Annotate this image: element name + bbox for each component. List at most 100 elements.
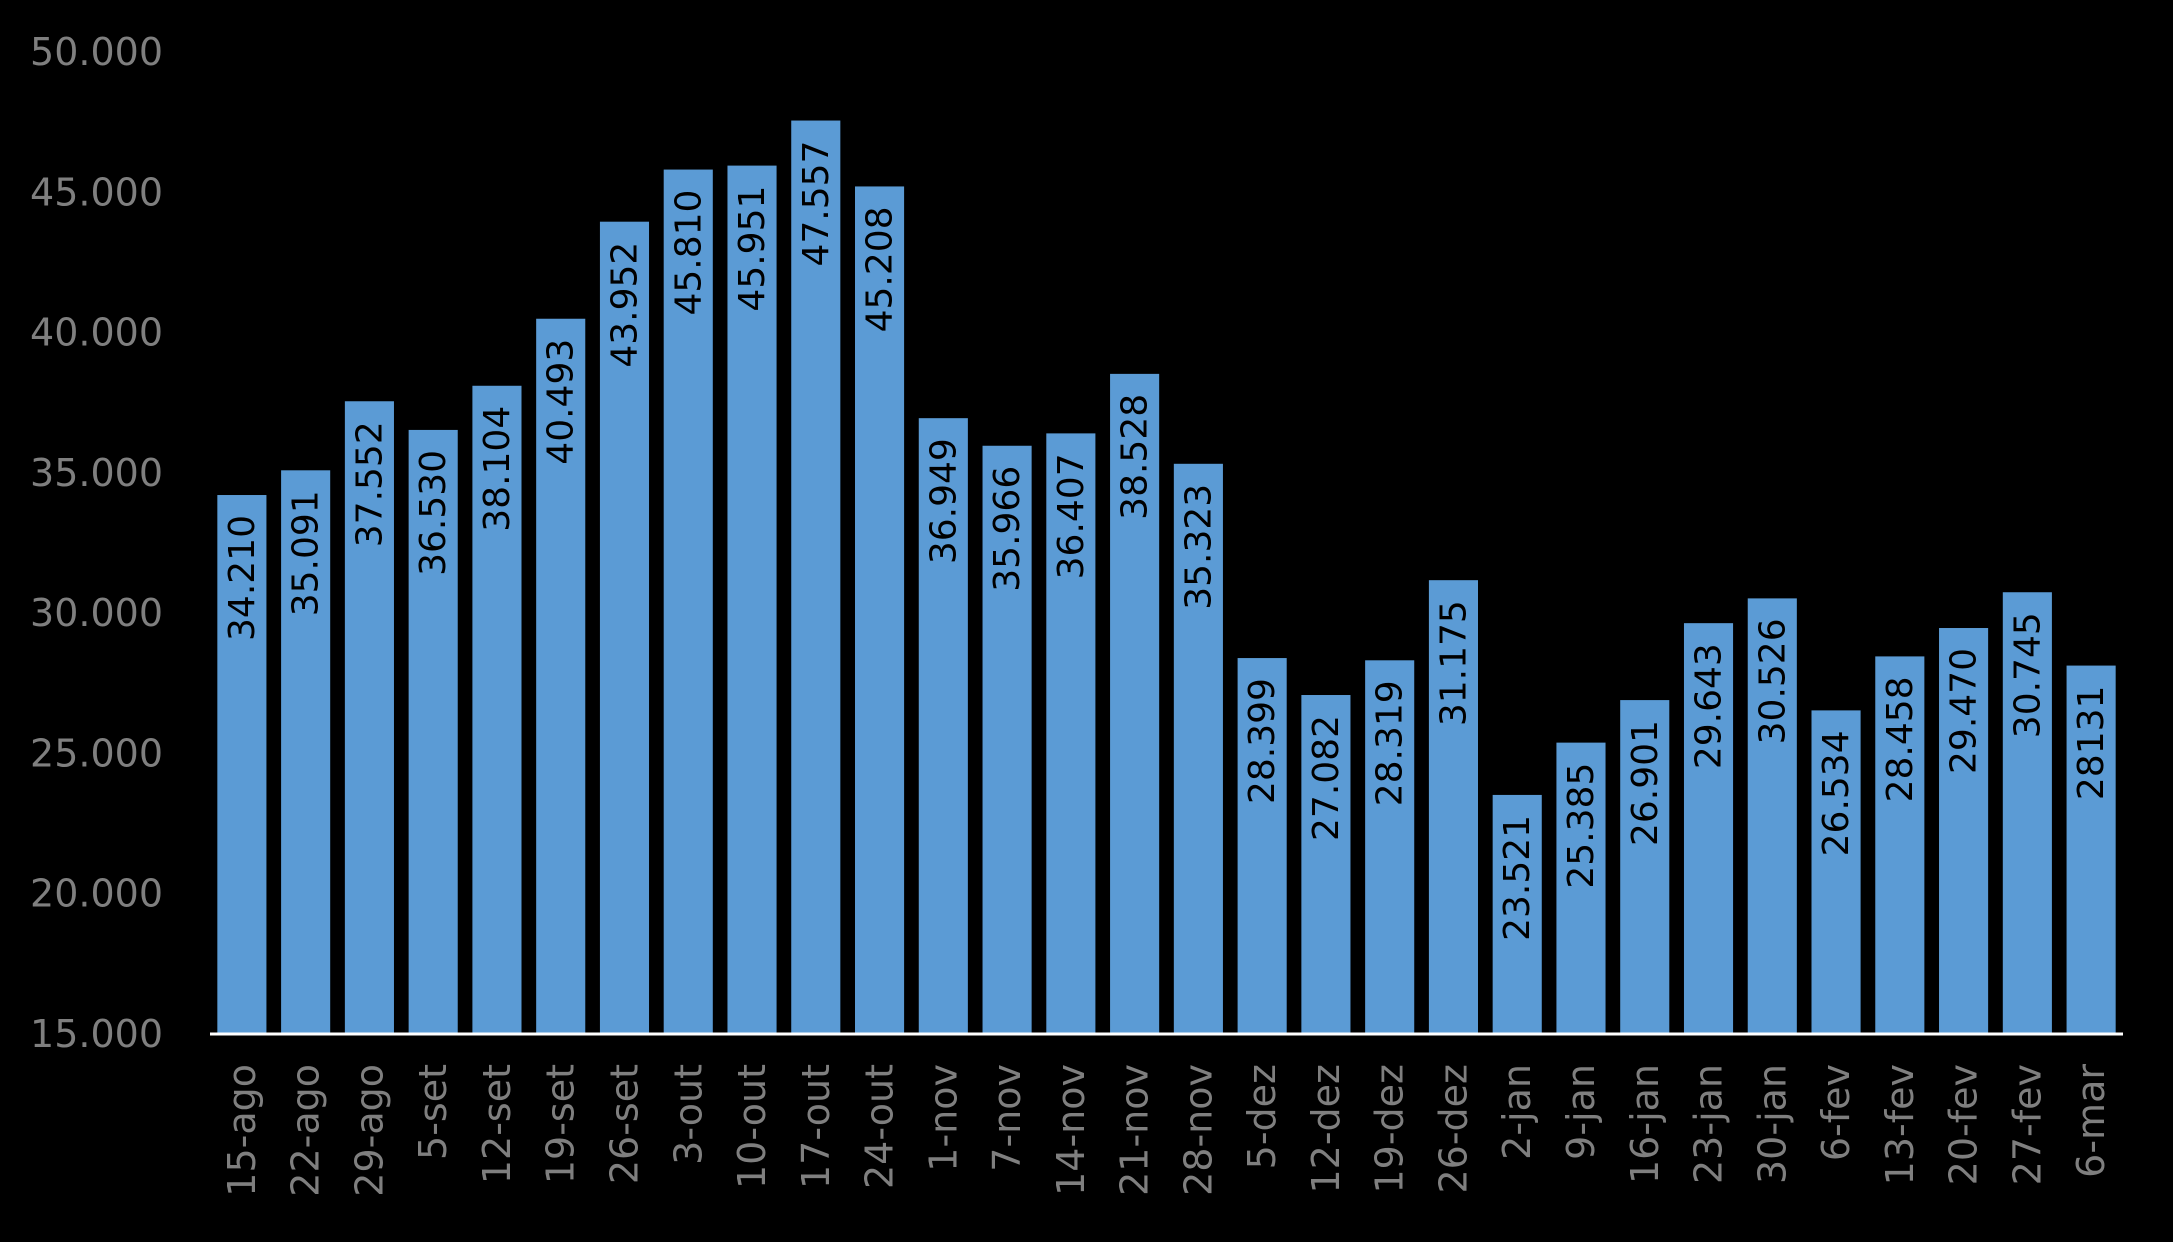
bar bbox=[663, 169, 713, 1034]
x-tick-label: 12-dez bbox=[1304, 1064, 1348, 1194]
bar bbox=[408, 429, 458, 1035]
x-tick-label: 14-nov bbox=[1049, 1064, 1093, 1196]
bar bbox=[1237, 658, 1287, 1034]
bar-value-label: 36.407 bbox=[1051, 453, 1092, 579]
bar-value-label: 47.557 bbox=[796, 141, 837, 267]
x-tick-label: 16-jan bbox=[1623, 1064, 1667, 1184]
bar bbox=[1046, 433, 1096, 1034]
bar-value-label: 30.745 bbox=[2007, 612, 2048, 738]
bar bbox=[1301, 695, 1351, 1034]
x-axis: 15-ago 22-ago 29-ago 5-set 12-set 19-set 26-se… bbox=[220, 1064, 2113, 1197]
bar-value-label: 38.528 bbox=[1115, 394, 1156, 520]
y-tick-label: 30.000 bbox=[30, 591, 163, 635]
bar-value-label: 35.323 bbox=[1178, 484, 1219, 610]
bars bbox=[217, 120, 2116, 1035]
bar-value-label: 45.208 bbox=[860, 206, 901, 332]
data-labels: 34.210 35.091 37.552 36.530 38.104 40.493 43.9… bbox=[222, 141, 2112, 941]
bar bbox=[281, 470, 331, 1034]
x-tick-label: 19-dez bbox=[1368, 1064, 1412, 1194]
y-tick-label: 35.000 bbox=[30, 451, 163, 495]
x-tick-label: 9-jan bbox=[1559, 1064, 1603, 1160]
bar bbox=[1811, 710, 1861, 1034]
bar-value-label: 29.470 bbox=[1944, 648, 1985, 774]
x-tick-label: 20-fev bbox=[1942, 1064, 1986, 1185]
bar bbox=[1365, 660, 1415, 1034]
x-tick-label: 29-ago bbox=[347, 1064, 391, 1197]
bar bbox=[536, 318, 586, 1034]
bar bbox=[982, 445, 1032, 1035]
x-tick-label: 6-mar bbox=[2069, 1064, 2113, 1178]
x-tick-label: 5-set bbox=[411, 1064, 455, 1160]
bar bbox=[472, 385, 522, 1034]
x-tick-label: 10-out bbox=[730, 1064, 774, 1189]
x-tick-label: 24-out bbox=[858, 1064, 902, 1189]
bar-value-label: 28.319 bbox=[1370, 680, 1411, 806]
x-tick-label: 23-jan bbox=[1687, 1064, 1731, 1184]
x-tick-label: 26-set bbox=[602, 1064, 646, 1184]
x-tick-label: 26-dez bbox=[1431, 1064, 1475, 1194]
x-tick-label: 2-jan bbox=[1495, 1064, 1539, 1160]
x-tick-label: 1-nov bbox=[921, 1064, 965, 1172]
y-tick-label: 15.000 bbox=[30, 1012, 163, 1056]
bar bbox=[1747, 598, 1797, 1034]
bar bbox=[1110, 373, 1160, 1034]
bar bbox=[1875, 656, 1925, 1034]
bar-value-label: 26.901 bbox=[1625, 720, 1666, 846]
x-tick-label: 3-out bbox=[666, 1064, 710, 1165]
y-tick-label: 50.000 bbox=[30, 30, 163, 74]
y-tick-label: 25.000 bbox=[30, 731, 163, 775]
bar-value-label: 23.521 bbox=[1497, 815, 1538, 941]
x-tick-label: 5-dez bbox=[1240, 1064, 1284, 1169]
x-tick-label: 19-set bbox=[539, 1064, 583, 1184]
bar bbox=[854, 186, 905, 1034]
x-tick-label: 7-nov bbox=[985, 1064, 1029, 1172]
bar-value-label: 31.175 bbox=[1433, 600, 1474, 726]
bar-value-label: 36.949 bbox=[923, 438, 964, 564]
bar bbox=[1939, 628, 1989, 1034]
y-tick-label: 40.000 bbox=[30, 311, 163, 355]
bar bbox=[1173, 463, 1223, 1034]
x-tick-label: 30-jan bbox=[1750, 1064, 1794, 1184]
bar-value-label: 37.552 bbox=[349, 421, 390, 547]
bar-value-label: 28131 bbox=[2071, 686, 2112, 801]
bar-value-label: 43.952 bbox=[604, 242, 645, 368]
bar-value-label: 45.951 bbox=[732, 186, 773, 312]
y-axis: 15.000 20.000 25.000 30.000 35.000 40.000 45.0… bbox=[30, 30, 163, 1056]
bar-value-label: 40.493 bbox=[541, 339, 582, 465]
x-tick-label: 15-ago bbox=[220, 1064, 264, 1197]
bar bbox=[727, 165, 777, 1034]
bar bbox=[1620, 700, 1670, 1034]
bar-value-label: 26.534 bbox=[1816, 730, 1857, 856]
bar-value-label: 25.385 bbox=[1561, 763, 1602, 889]
x-tick-label: 12-set bbox=[475, 1064, 519, 1184]
bar bbox=[217, 495, 267, 1034]
bar-value-label: 29.643 bbox=[1689, 643, 1730, 769]
bar bbox=[1683, 623, 1734, 1034]
bar-value-label: 28.399 bbox=[1242, 678, 1283, 804]
x-tick-label: 21-nov bbox=[1113, 1064, 1157, 1196]
bar bbox=[1492, 794, 1542, 1034]
bar bbox=[344, 401, 394, 1034]
bar-value-label: 35.966 bbox=[987, 466, 1028, 592]
bar-value-label: 28.458 bbox=[1880, 676, 1921, 802]
bar-value-label: 36.530 bbox=[413, 450, 454, 576]
bar-value-label: 27.082 bbox=[1306, 715, 1347, 841]
bar-value-label: 35.091 bbox=[286, 490, 327, 616]
x-tick-label: 13-fev bbox=[1878, 1064, 1922, 1185]
bar bbox=[791, 120, 841, 1035]
bar bbox=[918, 418, 968, 1034]
x-tick-label: 27-fev bbox=[2005, 1064, 2049, 1185]
bar bbox=[2002, 592, 2052, 1034]
bar bbox=[1428, 580, 1479, 1034]
bar bbox=[599, 221, 650, 1035]
x-tick-label: 28-nov bbox=[1176, 1064, 1220, 1196]
bar-value-label: 45.810 bbox=[668, 190, 709, 316]
x-tick-label: 6-fev bbox=[1814, 1064, 1858, 1161]
y-tick-label: 20.000 bbox=[30, 872, 163, 916]
x-tick-label: 22-ago bbox=[284, 1064, 328, 1197]
x-tick-label: 17-out bbox=[794, 1064, 838, 1189]
y-tick-label: 45.000 bbox=[30, 170, 163, 214]
bar bbox=[2066, 665, 2116, 1034]
bar-value-label: 34.210 bbox=[222, 515, 263, 641]
